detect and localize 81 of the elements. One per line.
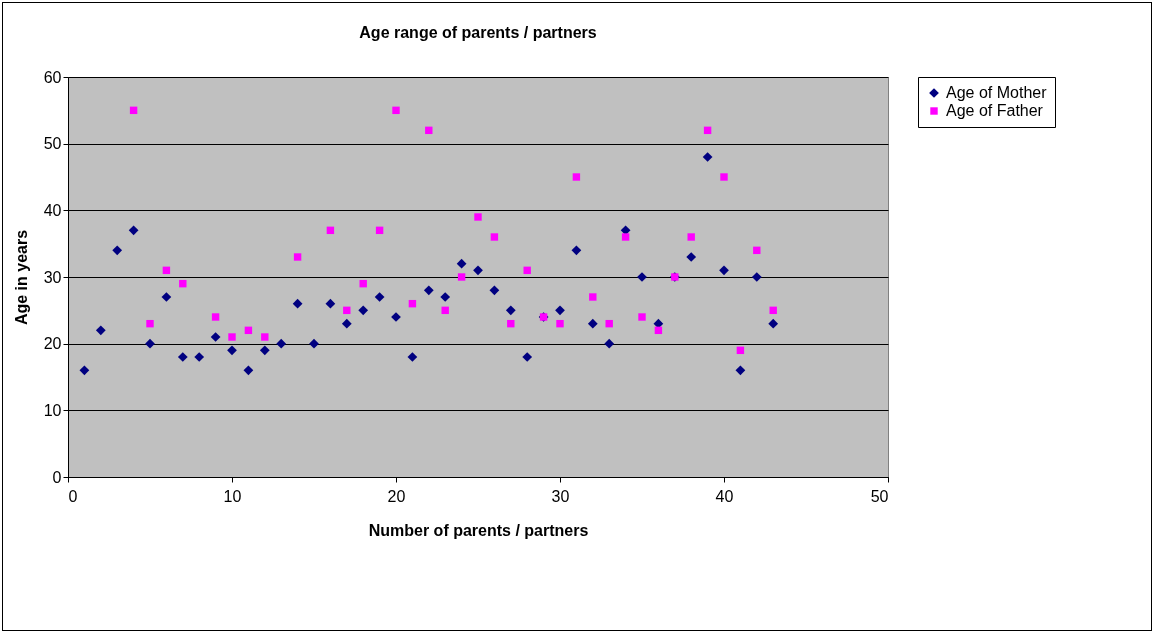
- point: [161, 292, 172, 302]
- chart-title: Age range of parents / partners: [359, 24, 597, 41]
- point: [440, 292, 451, 302]
- y-tick-label: 30: [43, 268, 62, 286]
- point: [571, 245, 582, 256]
- point: [768, 318, 779, 329]
- point: [687, 233, 695, 241]
- point: [457, 273, 466, 281]
- point: [423, 285, 434, 296]
- point: [292, 298, 303, 309]
- x-tick-label: 50: [870, 487, 889, 505]
- point: [211, 313, 220, 321]
- point: [638, 313, 646, 321]
- point: [145, 338, 155, 349]
- point: [572, 173, 581, 181]
- point: [358, 305, 369, 316]
- point: [474, 213, 482, 221]
- point: [686, 252, 697, 262]
- y-tick-label: 50: [43, 135, 62, 153]
- point: [261, 333, 269, 341]
- point: [374, 292, 385, 302]
- point: [490, 233, 499, 241]
- point: [604, 338, 615, 349]
- legend-label: Age of Mother: [946, 84, 1048, 101]
- y-tick-label: 10: [43, 401, 62, 419]
- point: [392, 106, 400, 115]
- point: [425, 126, 433, 135]
- point: [751, 272, 762, 282]
- point: [95, 325, 106, 336]
- point: [309, 338, 319, 349]
- point: [473, 265, 483, 276]
- point: [259, 345, 270, 356]
- point: [769, 306, 777, 315]
- point: [589, 293, 597, 301]
- point: [702, 152, 713, 162]
- point: [146, 319, 154, 328]
- point: [507, 319, 515, 328]
- point: [456, 258, 467, 269]
- y-tick-label: 60: [43, 68, 62, 86]
- point: [735, 365, 746, 376]
- y-tick-label: 20: [43, 335, 62, 353]
- x-tick-label: 30: [551, 487, 570, 505]
- point: [621, 233, 630, 241]
- point: [719, 265, 729, 276]
- point: [587, 318, 598, 329]
- point: [523, 266, 531, 275]
- point: [293, 253, 302, 261]
- point: [341, 318, 352, 329]
- point: [407, 352, 418, 362]
- point: [505, 305, 516, 316]
- y-tick-label: 40: [43, 201, 62, 219]
- point: [79, 365, 90, 376]
- point: [753, 246, 761, 255]
- point: [522, 352, 533, 362]
- point: [128, 225, 139, 236]
- point: [720, 173, 728, 181]
- point: [276, 338, 287, 349]
- point: [179, 279, 187, 288]
- point: [210, 332, 221, 342]
- x-tick-label: 40: [715, 487, 734, 505]
- point: [194, 352, 205, 362]
- point: [489, 285, 500, 296]
- point: [228, 333, 236, 341]
- x-tick-label: 0: [68, 487, 78, 505]
- point: [556, 319, 564, 328]
- point: [177, 352, 188, 362]
- point: [112, 245, 123, 256]
- y-axis-title: Age in years: [12, 229, 30, 326]
- point: [243, 365, 254, 376]
- y-tick-label: 0: [52, 468, 62, 486]
- point: [555, 305, 565, 316]
- legend-label: Age of Father: [946, 102, 1044, 119]
- point: [325, 298, 336, 309]
- point: [227, 345, 237, 356]
- x-tick-label: 20: [387, 487, 406, 505]
- point: [343, 306, 351, 315]
- point: [605, 319, 613, 328]
- x-tick-label: 10: [223, 487, 242, 505]
- point: [359, 279, 367, 288]
- point: [441, 306, 449, 315]
- x-axis-title: Number of parents / partners: [368, 521, 589, 539]
